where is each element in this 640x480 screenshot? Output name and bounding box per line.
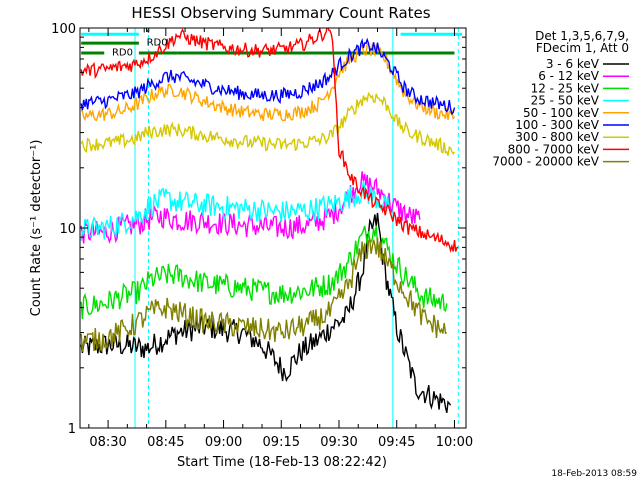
x-tick-label: 09:45 [378, 435, 415, 450]
x-tick-label: 09:15 [263, 435, 300, 450]
series-line-3 [80, 181, 390, 241]
legend-entry-label: 800 - 7000 keV [508, 142, 600, 156]
legend-entry-label: 3 - 6 keV [546, 57, 600, 71]
legend-header-line-2: FDecim 1, Att 0 [536, 41, 629, 55]
legend-entry-label: 6 - 12 keV [538, 69, 600, 83]
legend: Det 1,3,5,6,7,9, FDecim 1, Att 0 3 - 6 k… [492, 29, 629, 169]
y-tick-label: 10 [59, 222, 76, 237]
y-tick-label: 100 [51, 22, 76, 37]
legend-entry-label: 300 - 800 keV [515, 130, 599, 144]
x-tick-label: 08:30 [89, 435, 126, 450]
y-tick-label: 1 [68, 422, 76, 437]
legend-entry-label: 50 - 100 keV [523, 106, 600, 120]
series-line-2 [80, 225, 448, 319]
x-tick-label: 09:30 [320, 435, 357, 450]
y-axis-label: Count Rate (s⁻¹ detector⁻¹) [29, 140, 44, 317]
legend-entry-label: 25 - 50 keV [531, 94, 600, 108]
series-line-4 [80, 42, 456, 122]
x-tick-label: 10:00 [436, 435, 473, 450]
legend-entry-label: 7000 - 20000 keV [492, 155, 599, 169]
legend-entry-label: 100 - 300 keV [515, 118, 599, 132]
series-line-6 [80, 91, 456, 156]
data-layer: NRD0RD0 [80, 28, 463, 428]
flag-label: RD0 [112, 48, 133, 59]
legend-header-line-1: Det 1,3,5,6,7,9, [535, 29, 629, 43]
x-axis-label: Start Time (18-Feb-13 08:22:42) [177, 455, 387, 470]
x-tick-label: 08:45 [147, 435, 184, 450]
series-line-0 [80, 212, 452, 413]
axis-layer: 08:30 08:45 09:00 09:15 09:30 09:45 10:00 1 10 10… [51, 22, 473, 450]
chart-title: HESSI Observing Summary Count Rates [131, 4, 430, 22]
x-tick-label: 09:00 [205, 435, 242, 450]
flag-label: RD0 [147, 37, 168, 48]
series-line-8 [80, 237, 448, 352]
legend-entry-label: 12 - 25 keV [531, 81, 600, 95]
timestamp: 18-Feb-2013 08:59 [551, 469, 637, 479]
series-line-7 [80, 28, 459, 253]
series-line-5 [80, 37, 456, 116]
